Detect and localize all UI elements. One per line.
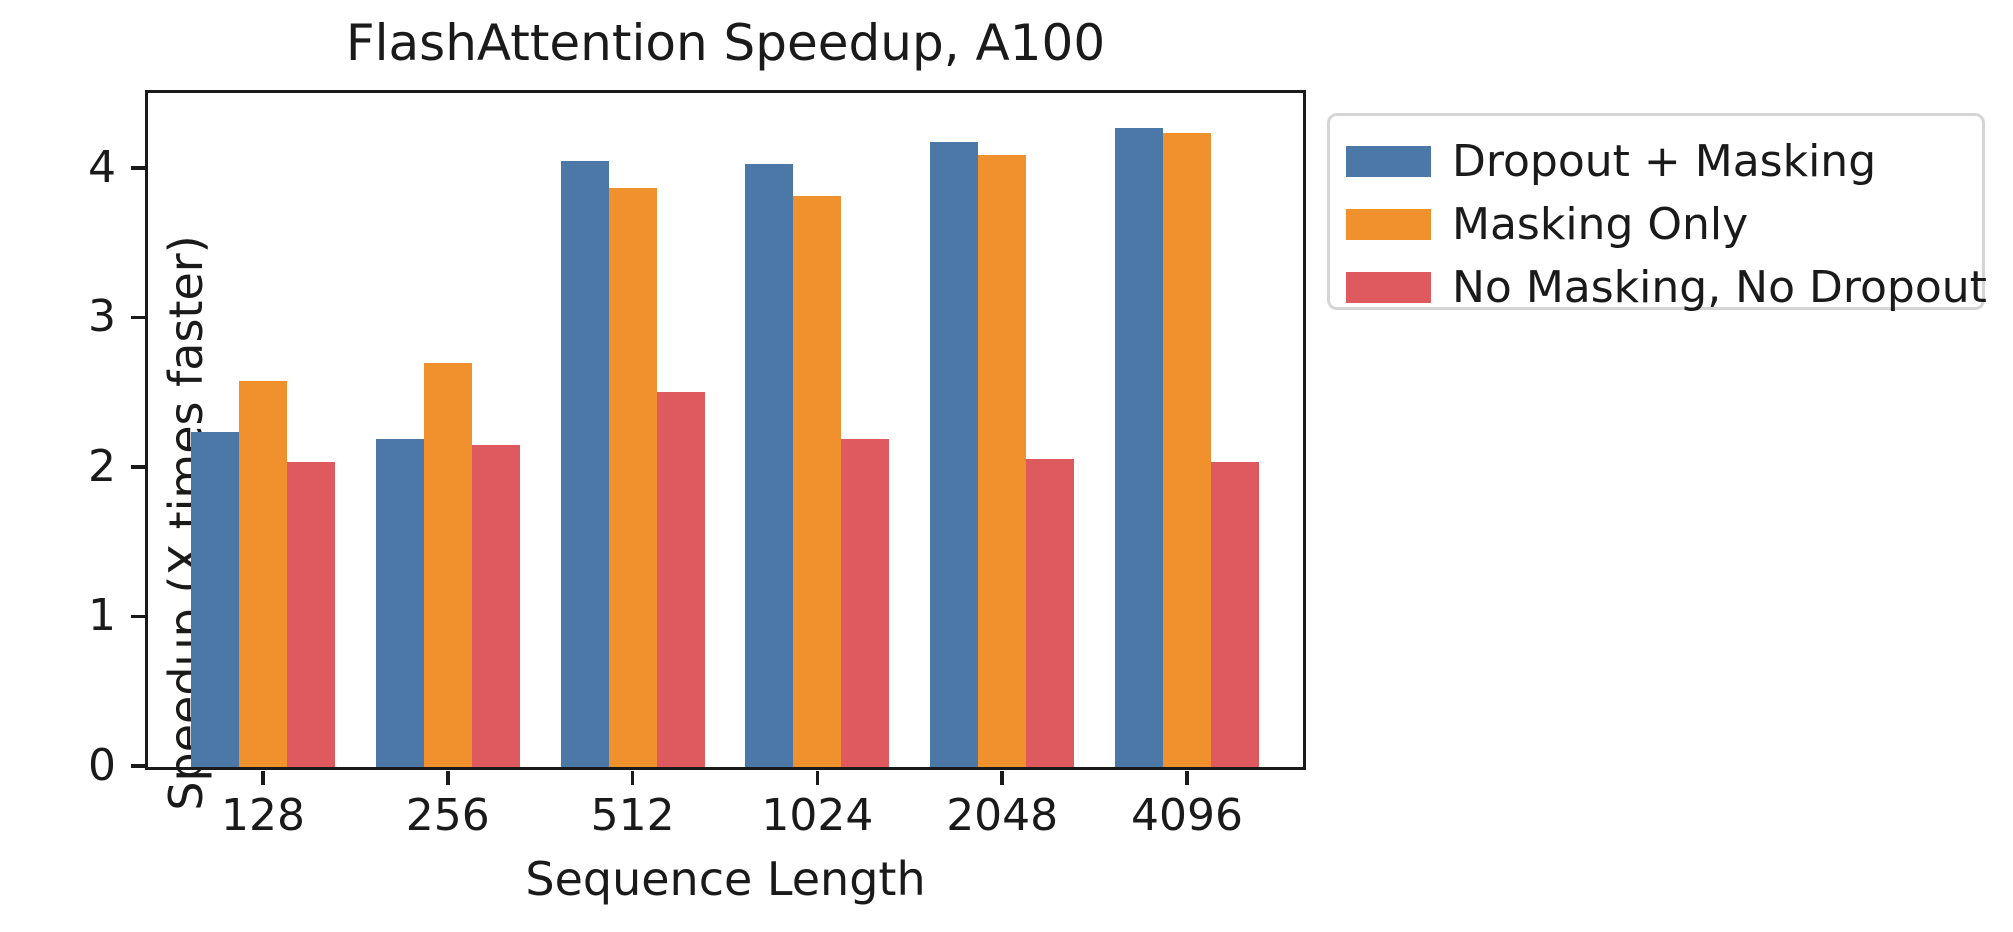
- x-tick-label: 4096: [1131, 790, 1243, 841]
- bar-dropout-masking-2048: [930, 141, 979, 767]
- bar-no-masking-no-dropout-128: [287, 461, 335, 767]
- legend-row: Dropout + Masking: [1346, 130, 1982, 193]
- bar-no-masking-no-dropout-512: [656, 391, 705, 767]
- bar-masking-only-1024: [793, 195, 842, 767]
- y-tick-label: 1: [88, 590, 116, 642]
- x-tick-mark: [261, 770, 265, 785]
- y-tick-mark: [130, 315, 145, 320]
- legend-label: Dropout + Masking: [1452, 135, 1877, 187]
- y-tick-label: 3: [88, 291, 116, 343]
- x-axis-label: Sequence Length: [525, 852, 926, 906]
- x-tick-mark: [446, 770, 450, 785]
- legend-label: Masking Only: [1452, 198, 1749, 250]
- bar-no-masking-no-dropout-2048: [1026, 458, 1075, 767]
- legend-swatch-icon: [1346, 209, 1431, 240]
- legend-row: No Masking, No Dropout: [1346, 256, 1987, 319]
- x-tick-label: 512: [590, 790, 675, 841]
- legend-row: Masking Only: [1346, 193, 1982, 256]
- x-tick-mark: [1185, 770, 1189, 785]
- y-tick-label: 4: [88, 141, 116, 193]
- legend-swatch-icon: [1346, 272, 1431, 303]
- x-tick-mark: [630, 770, 635, 785]
- y-tick-label: 0: [88, 740, 116, 791]
- bar-masking-only-256: [423, 363, 472, 767]
- legend: Dropout + Masking Masking Only No Masking,…: [1327, 113, 1987, 313]
- legend-swatch-icon: [1346, 146, 1431, 177]
- bar-dropout-masking-4096: [1115, 128, 1163, 767]
- bar-no-masking-no-dropout-1024: [841, 439, 890, 767]
- y-tick-mark: [130, 465, 145, 469]
- bar-masking-only-2048: [978, 155, 1027, 767]
- y-tick-label: 2: [88, 440, 116, 492]
- x-tick-label: 2048: [946, 790, 1059, 841]
- bar-dropout-masking-128: [191, 432, 239, 767]
- x-tick-label: 256: [405, 790, 490, 841]
- bar-no-masking-no-dropout-256: [471, 445, 520, 767]
- plot-area: Speedup (X times faster) 0 1 2 3 4 128 256 512 1…: [88, 90, 1306, 841]
- x-tick-mark: [815, 770, 820, 785]
- bar-masking-only-128: [239, 381, 287, 767]
- x-tick-label: 1024: [761, 790, 874, 841]
- chart-title: FlashAttention Speedup, A100: [345, 14, 1106, 72]
- bar-masking-only-512: [608, 188, 657, 767]
- bar-masking-only-4096: [1163, 132, 1211, 767]
- y-tick-mark: [130, 614, 145, 619]
- bar-dropout-masking-1024: [745, 164, 794, 767]
- x-tick-mark: [1000, 770, 1004, 785]
- bar-dropout-masking-256: [375, 439, 424, 767]
- x-tick-label: 128: [221, 790, 305, 841]
- legend-label: No Masking, No Dropout: [1452, 261, 1987, 313]
- y-tick-mark: [130, 764, 145, 768]
- bar-dropout-masking-512: [560, 161, 609, 767]
- y-tick-mark: [130, 166, 145, 170]
- bar-no-masking-no-dropout-4096: [1211, 461, 1259, 767]
